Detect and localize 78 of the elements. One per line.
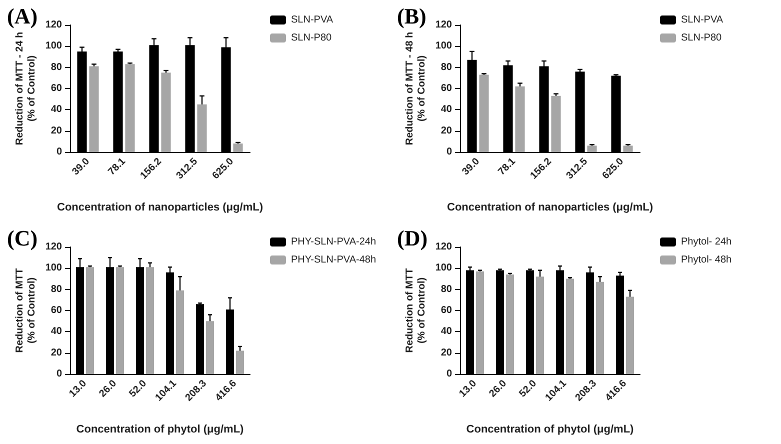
y-tick-label: 40 — [440, 104, 452, 116]
chart-title: (D) — [397, 226, 428, 250]
y-tick-label: 120 — [45, 242, 62, 252]
y-tick-label: 0 — [56, 368, 62, 380]
y-axis-title: Reduction of MTT (% of Control) — [14, 268, 38, 353]
bar — [146, 267, 154, 374]
y-tick-label: 100 — [45, 40, 62, 52]
x-tick-label: 78.1 — [496, 156, 518, 178]
y-tick-label: 100 — [435, 262, 452, 274]
x-tick-label: 39.0 — [70, 156, 92, 178]
legend-label: PHY-SLN-PVA-24h — [291, 236, 376, 248]
bar — [197, 104, 207, 152]
bar — [236, 350, 244, 374]
bar — [479, 74, 489, 152]
x-axis-title: Concentration of nanoparticles (μg/mL) — [57, 202, 264, 214]
chart-title: (A) — [7, 4, 38, 28]
y-tick-label: 120 — [435, 20, 452, 30]
chart-title: (C) — [7, 226, 38, 250]
bar — [116, 267, 124, 374]
y-tick-label: 0 — [446, 146, 452, 158]
y-tick-label: 60 — [440, 305, 452, 316]
y-tick-label: 80 — [50, 284, 62, 295]
y-tick-label: 20 — [50, 347, 62, 358]
y-tick-label: 80 — [440, 284, 452, 295]
y-tick-label: 0 — [446, 368, 452, 380]
legend-label: SLN-PVA — [681, 14, 724, 26]
legend-label: SLN-P80 — [681, 32, 722, 44]
y-tick-label: 100 — [435, 40, 452, 52]
legend-label: SLN-P80 — [291, 32, 332, 44]
y-tick-label: 120 — [45, 20, 62, 30]
bar — [551, 96, 561, 152]
bar — [515, 86, 525, 152]
y-axis-title: Reduction of MTT - 24 h (% of Control) — [14, 32, 38, 146]
legend-label: Phytol- 48h — [681, 254, 732, 266]
x-axis-title: Concentration of nanoparticles (μg/mL) — [447, 202, 654, 214]
y-tick-label: 20 — [440, 347, 452, 358]
bar — [125, 64, 135, 152]
legend-label: Phytol- 24h — [681, 236, 732, 248]
x-tick-label: 52.0 — [127, 378, 150, 400]
y-tick-label: 80 — [440, 62, 452, 73]
bar — [623, 146, 633, 152]
x-tick-label: 39.0 — [460, 156, 482, 178]
legend-label: PHY-SLN-PVA-48h — [291, 254, 376, 266]
y-tick-label: 100 — [45, 262, 62, 274]
y-tick-label: 60 — [440, 83, 452, 94]
bar — [233, 144, 243, 152]
x-tick-label: 13.0 — [67, 378, 90, 400]
y-tick-label: 20 — [440, 125, 452, 136]
bar — [566, 278, 574, 374]
x-tick-label: 78.1 — [106, 156, 128, 178]
bar — [626, 296, 634, 374]
y-tick-label: 40 — [50, 326, 62, 338]
x-tick-label: 13.0 — [457, 378, 480, 400]
x-tick-label: 52.0 — [517, 378, 540, 400]
bar — [176, 290, 184, 374]
bar — [476, 271, 484, 374]
y-axis-title: Reduction of MTT - 48 h (% of Control) — [404, 32, 428, 146]
x-axis-title: Concentration of phytol (μg/mL) — [76, 424, 244, 436]
bar — [206, 321, 214, 374]
bar — [596, 282, 604, 374]
y-tick-label: 80 — [50, 62, 62, 73]
x-axis-title: Concentration of phytol (μg/mL) — [466, 424, 634, 436]
bar — [89, 66, 99, 152]
bar — [506, 274, 514, 374]
bar — [587, 146, 597, 152]
bar — [86, 267, 94, 374]
bar — [161, 72, 171, 152]
y-tick-label: 40 — [50, 104, 62, 116]
y-tick-label: 40 — [440, 326, 452, 338]
y-tick-label: 60 — [50, 305, 62, 316]
legend-label: SLN-PVA — [291, 14, 334, 26]
y-tick-label: 0 — [56, 146, 62, 158]
chart-title: (B) — [397, 4, 426, 28]
y-tick-label: 60 — [50, 83, 62, 94]
y-tick-label: 120 — [435, 242, 452, 252]
bar — [536, 276, 544, 374]
y-tick-label: 20 — [50, 125, 62, 136]
y-axis-title: Reduction of MTT (% of Control) — [404, 268, 428, 353]
